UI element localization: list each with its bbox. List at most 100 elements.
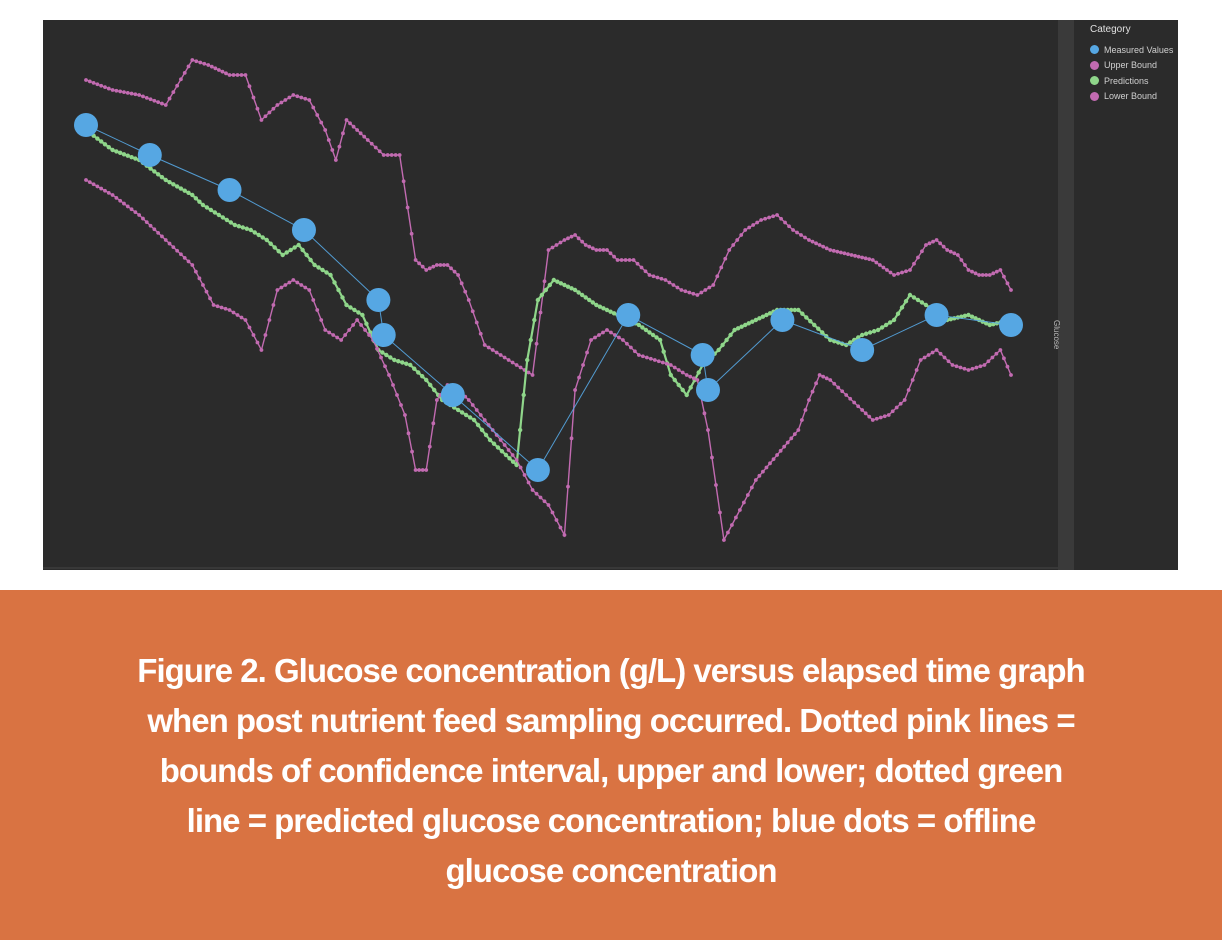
- data-point-measured-values[interactable]: [770, 308, 795, 332]
- data-point-lower-bound: [656, 359, 661, 364]
- data-point-upper-bound: [538, 310, 543, 315]
- data-point-upper-bound: [977, 273, 982, 277]
- data-point-upper-bound: [337, 144, 342, 149]
- data-point-lower-bound: [323, 328, 328, 332]
- data-point-measured-values[interactable]: [695, 378, 720, 402]
- data-point-measured-values[interactable]: [924, 303, 949, 327]
- data-point-upper-bound: [980, 273, 985, 277]
- data-point-predictions: [197, 199, 202, 204]
- data-point-measured-values[interactable]: [291, 218, 316, 242]
- data-point-upper-bound: [424, 268, 429, 272]
- data-point-upper-bound: [311, 105, 316, 110]
- data-point-lower-bound: [186, 259, 191, 264]
- data-point-predictions: [643, 327, 649, 333]
- data-point-lower-bound: [223, 306, 228, 311]
- data-point-upper-bound: [938, 241, 943, 246]
- data-point-upper-bound: [771, 214, 776, 219]
- data-point-predictions: [479, 427, 485, 433]
- data-point-predictions: [948, 316, 953, 322]
- data-point-predictions: [463, 412, 469, 418]
- data-point-upper-bound: [348, 121, 352, 126]
- data-point-measured-values[interactable]: [850, 338, 875, 362]
- data-point-lower-bound: [597, 333, 601, 337]
- data-point-upper-bound: [417, 261, 422, 266]
- data-point-upper-bound: [389, 153, 394, 157]
- data-point-predictions: [724, 337, 729, 343]
- legend-item-measured-values[interactable]: Measured Values: [1090, 42, 1173, 58]
- data-point-predictions: [746, 321, 751, 326]
- data-point-lower-bound: [807, 398, 811, 402]
- data-point-upper-bound: [707, 285, 712, 290]
- data-point-upper-bound: [118, 89, 123, 94]
- data-point-predictions: [503, 452, 509, 458]
- data-point-predictions: [732, 327, 737, 333]
- data-point-lower-bound: [413, 468, 418, 472]
- data-point-lower-bound: [569, 436, 574, 441]
- data-point-lower-bound: [391, 383, 395, 387]
- data-point-lower-bound: [910, 378, 915, 382]
- data-point-lower-bound: [722, 538, 726, 542]
- data-point-lower-bound: [417, 468, 422, 472]
- data-point-upper-bound: [502, 355, 507, 360]
- data-point-lower-bound: [676, 368, 681, 372]
- data-point-lower-bound: [498, 438, 503, 442]
- data-point-lower-bound: [227, 308, 232, 312]
- data-point-predictions: [284, 250, 289, 255]
- data-point-lower-bound: [810, 389, 815, 394]
- data-point-lower-bound: [726, 530, 730, 535]
- data-point-measured-values[interactable]: [616, 303, 641, 327]
- data-point-lower-bound: [688, 374, 693, 379]
- data-point-upper-bound: [333, 158, 338, 162]
- data-point-measured-values[interactable]: [137, 143, 162, 167]
- data-point-predictions: [388, 355, 393, 360]
- data-point-upper-bound: [987, 273, 992, 277]
- data-point-measured-values[interactable]: [74, 113, 98, 137]
- data-point-upper-bound: [867, 257, 872, 262]
- legend-label: Lower Bound: [1104, 91, 1158, 102]
- data-point-upper-bound: [141, 94, 145, 99]
- data-point-predictions: [525, 357, 530, 363]
- data-point-upper-bound: [190, 58, 195, 62]
- data-point-lower-bound: [95, 184, 100, 189]
- data-point-upper-bound: [612, 254, 616, 259]
- legend-item-predictions[interactable]: Predictions: [1090, 73, 1173, 89]
- data-point-upper-bound: [934, 238, 939, 242]
- data-point-upper-bound: [217, 68, 221, 72]
- data-point-lower-bound: [554, 518, 559, 522]
- data-point-upper-bound: [699, 290, 704, 295]
- data-point-upper-bound: [251, 95, 256, 100]
- data-point-lower-bound: [179, 252, 183, 257]
- legend-item-lower-bound[interactable]: Lower Bound: [1090, 89, 1173, 105]
- data-point-predictions: [883, 322, 889, 328]
- data-point-upper-bound: [912, 261, 916, 266]
- data-point-predictions: [499, 449, 505, 454]
- data-point-upper-bound: [514, 363, 519, 367]
- data-point-lower-bound: [621, 338, 625, 342]
- data-point-predictions: [364, 321, 369, 326]
- data-point-measured-values[interactable]: [217, 178, 242, 202]
- data-point-lower-bound: [343, 333, 348, 337]
- data-point-lower-bound: [660, 360, 665, 365]
- legend-marker-icon: [1090, 76, 1099, 86]
- data-point-upper-bound: [888, 270, 893, 275]
- caption-line: line = predicted glucose concentration; …: [186, 802, 1037, 839]
- data-point-measured-values[interactable]: [440, 383, 465, 407]
- legend-item-upper-bound[interactable]: Upper Bound: [1090, 58, 1173, 74]
- data-point-lower-bound: [737, 508, 742, 512]
- data-point-measured-values[interactable]: [525, 458, 550, 482]
- data-point-lower-bound: [247, 325, 252, 330]
- data-point-measured-values[interactable]: [999, 313, 1023, 337]
- data-point-predictions: [867, 330, 873, 335]
- data-point-lower-bound: [768, 461, 772, 466]
- data-point-predictions: [276, 249, 281, 254]
- data-point-predictions: [159, 174, 165, 180]
- data-point-measured-values[interactable]: [366, 288, 391, 312]
- data-point-lower-bound: [890, 409, 895, 414]
- data-point-predictions: [304, 252, 309, 258]
- data-point-measured-values[interactable]: [690, 343, 715, 367]
- data-point-upper-bound: [279, 100, 284, 105]
- data-point-lower-bound: [902, 398, 907, 402]
- data-point-lower-bound: [691, 376, 696, 381]
- data-point-upper-bound: [287, 95, 292, 100]
- data-point-measured-values[interactable]: [371, 323, 396, 347]
